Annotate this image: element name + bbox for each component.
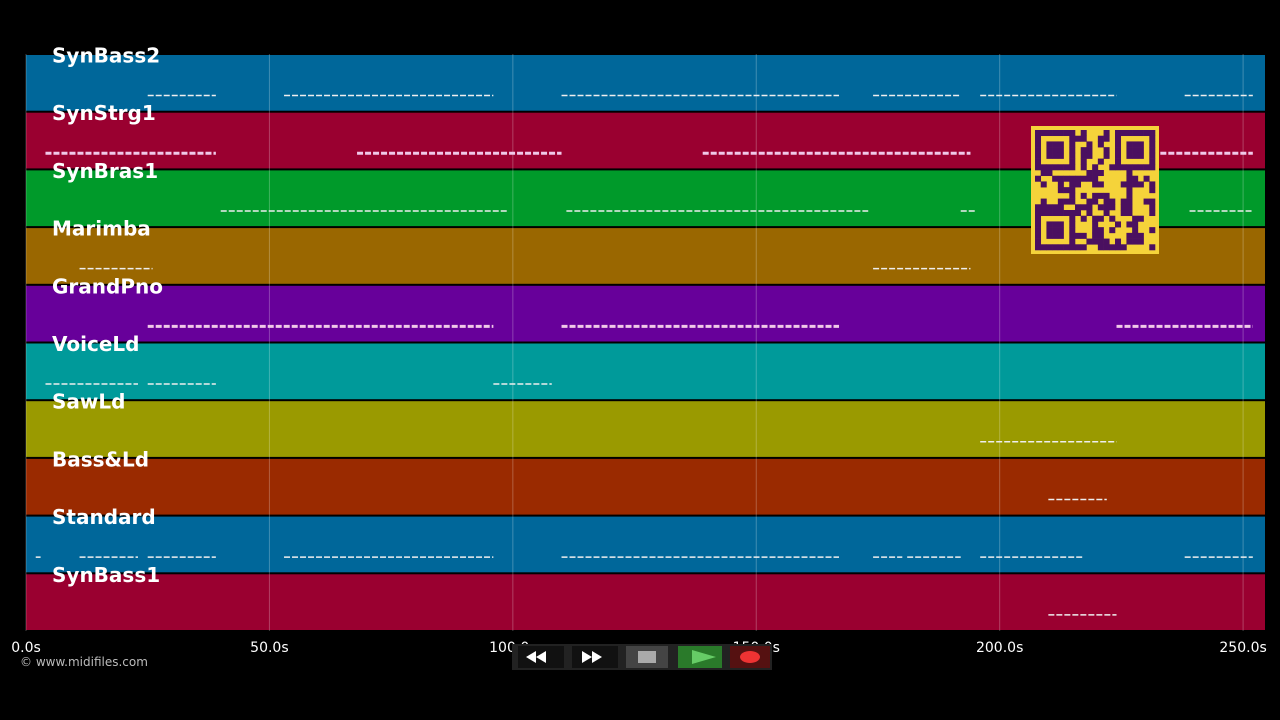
track-lane xyxy=(26,516,1265,573)
x-tick-label: 200.0s xyxy=(976,640,1023,656)
rewind-button[interactable] xyxy=(518,646,564,668)
track-lane xyxy=(26,458,1265,515)
track-lane xyxy=(26,343,1265,400)
record-button[interactable] xyxy=(730,646,770,668)
x-tick-label: 50.0s xyxy=(250,640,288,656)
track-lane xyxy=(26,55,1265,111)
x-tick-label: 0.0s xyxy=(11,640,41,656)
track-name: SawLd xyxy=(52,390,125,414)
track-name: SynBass1 xyxy=(52,563,160,587)
x-tick-label: 250.0s xyxy=(1219,640,1266,656)
track-lane xyxy=(26,285,1265,342)
qr-code xyxy=(1031,126,1159,254)
track-lane xyxy=(26,574,1265,630)
track-name: GrandPno xyxy=(52,274,163,298)
track-name: SynBass2 xyxy=(52,44,160,68)
transport-controls xyxy=(512,644,772,670)
fast-forward-button[interactable] xyxy=(572,646,618,668)
play-button[interactable] xyxy=(678,646,722,668)
track-name: Marimba xyxy=(52,217,151,241)
track-name: VoiceLd xyxy=(52,332,139,356)
track-name: Bass&Ld xyxy=(52,447,149,471)
track-name: SynBras1 xyxy=(52,159,158,183)
track-lane xyxy=(26,401,1265,457)
stop-button[interactable] xyxy=(626,646,668,668)
copyright: © www.midifiles.com xyxy=(20,655,148,669)
track-name: Standard xyxy=(52,505,156,529)
track-name: SynStrg1 xyxy=(52,101,156,125)
